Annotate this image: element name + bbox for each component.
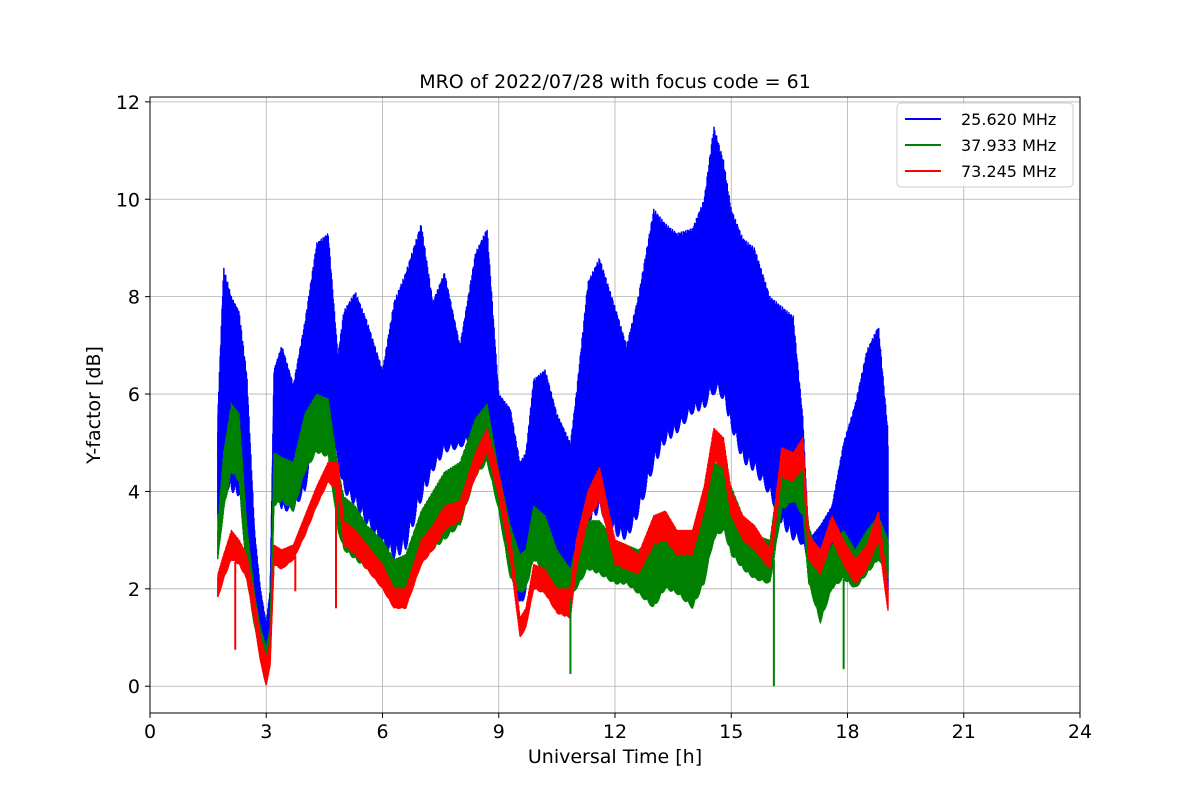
legend-box [896,102,1074,188]
series-layer [217,126,889,687]
x-tick-label: 15 [719,721,743,743]
plot-area [217,126,889,687]
y-axis-label: Y-factor [dB] [83,346,105,465]
x-tick-label: 0 [144,721,156,743]
series-3-trace [217,427,889,686]
y-tick-label: 6 [128,384,140,406]
series-1-trace [217,126,889,676]
y-tick-label: 0 [128,676,140,698]
series-2-trace [217,393,889,668]
y-tick-label: 2 [128,579,140,601]
chart-title: MRO of 2022/07/28 with focus code = 61 [419,71,811,93]
y-tick-label: 8 [128,287,140,309]
legend: 25.620 MHz 37.933 MHz 73.245 MHz [896,102,1074,188]
series-3-group [217,427,889,686]
x-tick-label: 9 [493,721,505,743]
legend-entry-label: 25.620 MHz [961,110,1056,129]
legend-entry-label: 73.245 MHz [961,162,1056,181]
x-tick-label: 21 [952,721,976,743]
x-tick-label: 6 [376,721,388,743]
y-tick-label: 12 [116,92,140,114]
legend-entry-label: 37.933 MHz [961,136,1056,155]
y-tick-label: 4 [128,481,140,503]
x-tick-label: 18 [835,721,859,743]
x-tick-label: 24 [1068,721,1092,743]
x-axis-label: Universal Time [h] [528,746,702,768]
series-1-group [217,126,889,676]
x-tick-label: 12 [603,721,627,743]
series-2-group [217,393,889,668]
x-tick-label: 3 [260,721,272,743]
y-tick-label: 10 [116,189,140,211]
